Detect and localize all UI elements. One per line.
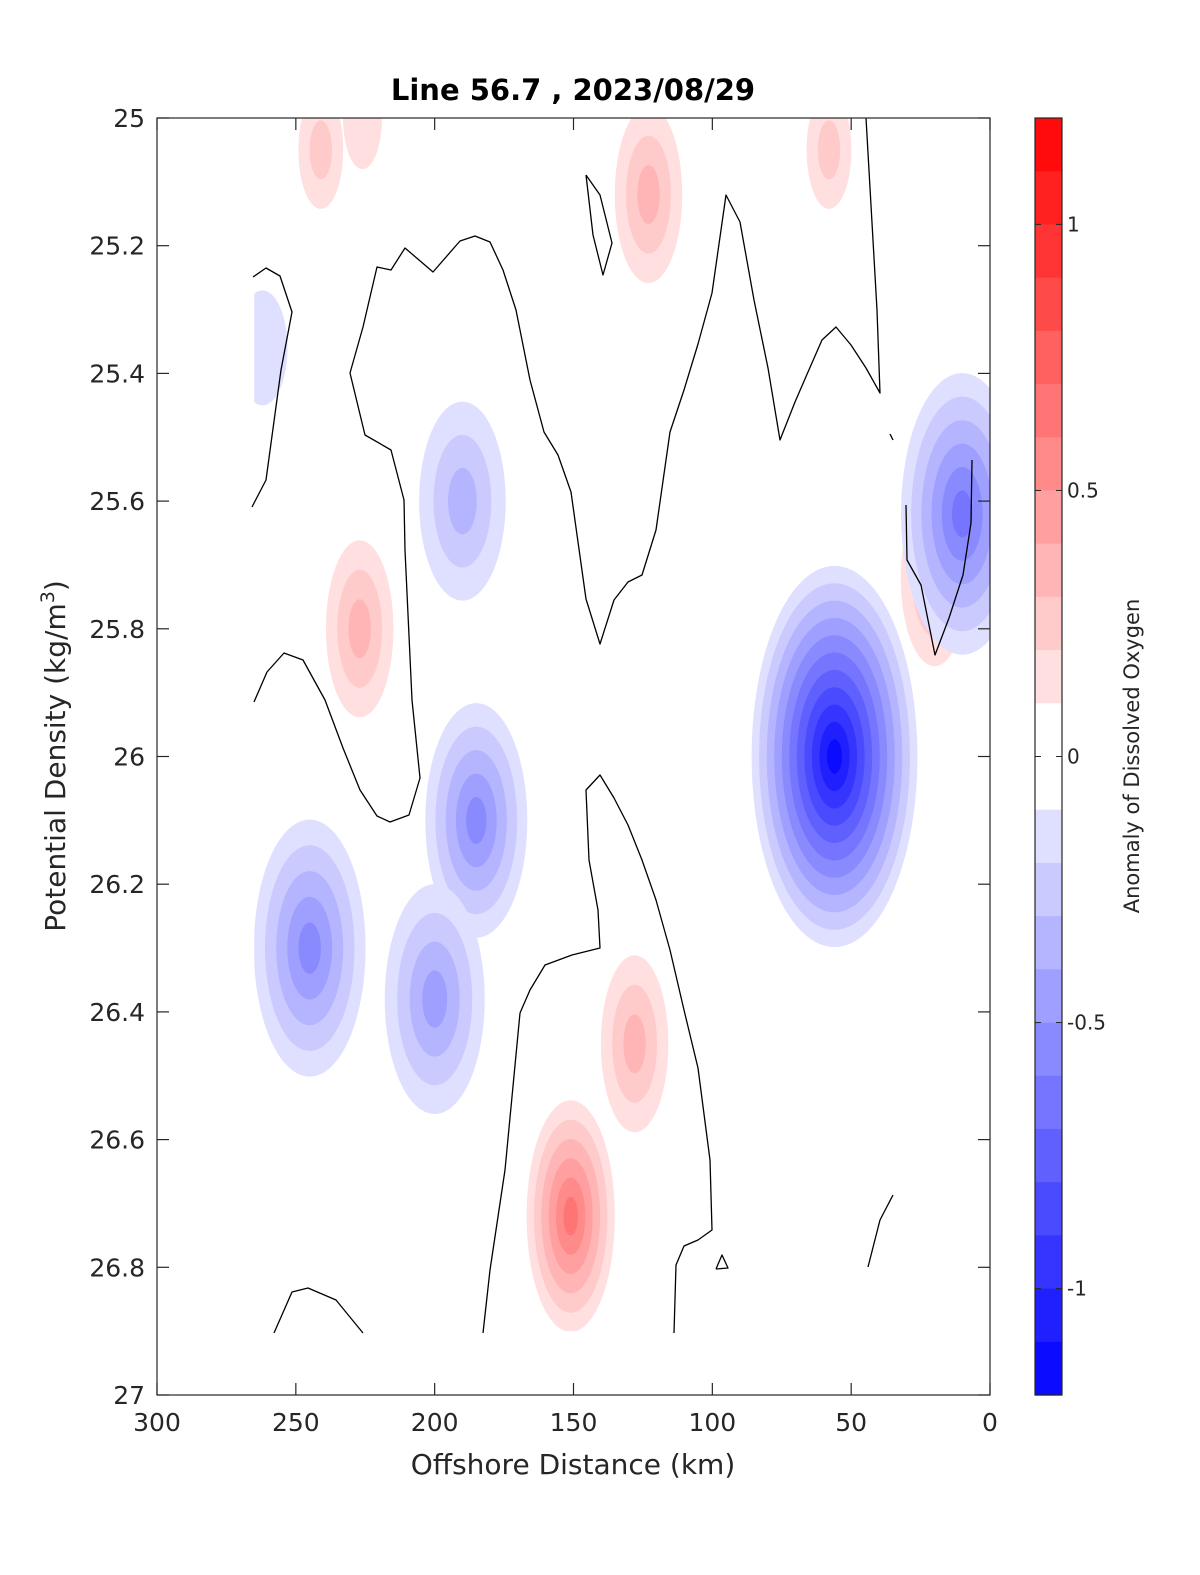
positive-anomaly-band <box>817 120 841 180</box>
colorbar-swatch <box>1035 703 1062 758</box>
colorbar-swatch <box>1035 809 1062 864</box>
colorbar-swatch <box>1035 650 1062 704</box>
x-tick-label: 50 <box>835 1408 867 1437</box>
no-data-left <box>157 118 255 1395</box>
negative-anomaly-band <box>298 922 321 974</box>
zero-contour-line <box>349 118 881 645</box>
positive-anomaly-band <box>623 1014 646 1074</box>
negative-anomaly-band <box>827 739 842 774</box>
zero-contour-line <box>905 459 973 656</box>
x-tick-label: 100 <box>688 1408 736 1437</box>
y-axis-label-close: ) <box>39 580 72 591</box>
negative-anomaly-band <box>466 796 487 844</box>
colorbar-swatch <box>1035 437 1062 492</box>
negative-anomaly-band <box>448 467 477 535</box>
colorbar-label: Anomaly of Dissolved Oxygen <box>1120 599 1144 914</box>
colorbar-swatch <box>1035 1022 1062 1077</box>
zero-contour-line <box>715 1254 729 1270</box>
y-axis-label-main: Potential Density (kg/m <box>39 603 72 932</box>
positive-anomaly-band <box>637 165 660 225</box>
colorbar-swatch <box>1035 969 1062 1024</box>
x-tick-label: 250 <box>272 1408 320 1437</box>
zero-contour-line <box>519 774 713 1334</box>
x-tick-label: 150 <box>550 1408 598 1437</box>
positive-anomaly-band <box>309 120 332 180</box>
colorbar <box>1035 118 1062 1396</box>
chart-title: Line 56.7 , 2023/08/29 <box>391 73 755 107</box>
y-axis-label-exponent: 3 <box>37 591 59 603</box>
colorbar-tick-label: 0.5 <box>1067 478 1099 502</box>
colorbar-swatch <box>1035 1288 1062 1343</box>
colorbar-swatch <box>1035 384 1062 438</box>
colorbar-tick-label: 1 <box>1067 212 1080 236</box>
colorbar-swatch <box>1035 1075 1062 1130</box>
colorbar-swatch <box>1035 330 1062 385</box>
zero-contour-line <box>585 174 613 276</box>
colorbar-swatch <box>1035 224 1062 279</box>
positive-anomaly-band <box>348 599 371 659</box>
y-tick-label: 25.8 <box>89 615 145 644</box>
zero-contour-line <box>482 1012 521 1334</box>
y-tick-label: 25.4 <box>89 359 145 388</box>
colorbar-swatch <box>1035 543 1062 598</box>
colorbar-swatch <box>1035 916 1062 970</box>
colorbar-swatch <box>1035 1182 1062 1236</box>
x-tick-label: 300 <box>133 1408 181 1437</box>
zero-contour-line <box>867 1194 894 1268</box>
colorbar-tick-label: 0 <box>1067 745 1080 769</box>
colorbar-swatch <box>1035 1235 1062 1290</box>
x-tick-label: 0 <box>982 1408 998 1437</box>
positive-anomaly-band <box>343 118 382 170</box>
colorbar-swatch <box>1035 1128 1062 1183</box>
negative-anomaly-band <box>952 490 973 538</box>
colorbar-swatch <box>1035 862 1062 917</box>
colorbar-tick-label: -0.5 <box>1067 1011 1106 1035</box>
zero-contour-line <box>273 1287 364 1334</box>
y-axis: 25 25.2 25.4 25.6 25.8 26 26.2 26.4 26.6 26.8 27 <box>89 104 990 1410</box>
colorbar-swatch <box>1035 490 1062 545</box>
y-tick-label: 26.2 <box>89 870 145 899</box>
y-tick-label: 26.6 <box>89 1126 145 1155</box>
y-tick-label: 25.6 <box>89 487 145 516</box>
y-axis-label: Potential Density (kg/m3) <box>37 580 72 932</box>
positive-anomaly-band <box>563 1196 578 1236</box>
colorbar-tick-label: -1 <box>1067 1277 1087 1301</box>
y-tick-label: 26 <box>113 743 145 772</box>
colorbar-swatch <box>1035 596 1062 651</box>
colorbar-swatch <box>1035 277 1062 332</box>
colorbar-ticks: 1 0.5 0 -0.5 -1 <box>1035 212 1106 1301</box>
y-tick-label: 27 <box>113 1381 145 1410</box>
x-tick-label: 200 <box>411 1408 459 1437</box>
colorbar-swatch <box>1035 171 1062 226</box>
zero-contour-line <box>889 433 894 441</box>
colorbar-swatch <box>1035 1341 1062 1396</box>
x-axis-label: Offshore Distance (km) <box>411 1448 736 1481</box>
y-tick-label: 26.8 <box>89 1253 145 1282</box>
zero-contour-line <box>253 372 421 823</box>
negative-anomaly-band <box>422 970 448 1028</box>
y-tick-label: 25 <box>113 104 145 133</box>
zero-contour-lines <box>251 118 973 1334</box>
anomaly-field <box>157 118 990 1395</box>
y-tick-label: 25.2 <box>89 232 145 261</box>
x-axis: 300 250 200 150 100 50 0 <box>133 118 998 1437</box>
zero-contour-line <box>251 267 293 508</box>
colorbar-swatch <box>1035 756 1062 811</box>
colorbar-swatch <box>1035 118 1062 172</box>
y-tick-label: 26.4 <box>89 998 145 1027</box>
